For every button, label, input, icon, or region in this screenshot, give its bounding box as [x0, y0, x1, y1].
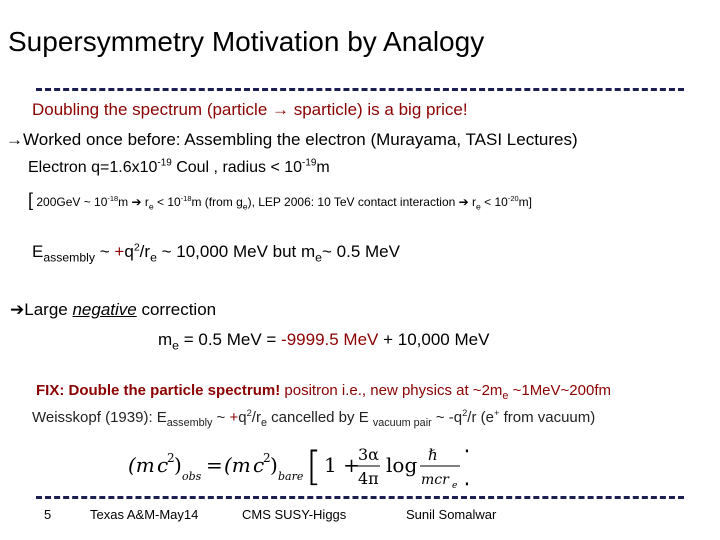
mass-balance-equation: me = 0.5 MeV = -9999.5 MeV + 10,000 MeV: [158, 330, 490, 353]
svg-text:(m: (m: [128, 453, 155, 477]
svg-text:2: 2: [167, 451, 175, 465]
footer-group: CMS SUSY-Higgs: [242, 507, 347, 522]
svg-text:): ): [174, 453, 182, 477]
footer-author: Sunil Somalwar: [406, 507, 497, 522]
svg-text:bare: bare: [278, 470, 304, 483]
arrow-right-icon: ➔: [10, 300, 25, 319]
fix-statement: FIX: Double the particle spectrum! posit…: [36, 382, 611, 402]
radius-bounds-line: [ 200GeV ~ 10-18m ➔ re < 10-18m (from ge…: [28, 190, 532, 212]
svg-text:): ): [270, 453, 278, 477]
svg-text:ℏ: ℏ: [428, 446, 438, 464]
negative-correction-line: ➔Large negative correction: [10, 300, 217, 319]
worked-before-line: →Worked once before: Assembling the elec…: [6, 130, 578, 149]
svg-text:[: [: [306, 444, 322, 490]
top-divider: [36, 88, 684, 91]
mass-correction-formula: (m c 2 ) obs = (m c 2 ) bare [ 1 + 3α 4π…: [128, 444, 468, 491]
svg-text:3α: 3α: [358, 445, 379, 464]
svg-text:e: e: [452, 481, 457, 491]
electron-charge-radius: Electron q=1.6x10-19 Coul , radius < 10-…: [28, 157, 330, 176]
svg-text:1 +: 1 +: [324, 453, 360, 477]
svg-text:2: 2: [263, 451, 271, 465]
bottom-divider: [36, 496, 684, 499]
svg-text:c: c: [157, 453, 168, 477]
svg-text:obs: obs: [182, 470, 202, 483]
assembly-energy-line: Eassembly ~ +q2/re ~ 10,000 MeV but me~ …: [32, 241, 400, 265]
svg-text:]: ]: [462, 444, 468, 490]
page-number: 5: [44, 507, 52, 522]
svg-text:log: log: [386, 453, 417, 477]
footer-venue: Texas A&M-May14: [90, 507, 199, 522]
svg-text:c: c: [253, 453, 264, 477]
svg-text:(m: (m: [224, 453, 251, 477]
price-statement: Doubling the spectrum (particle → sparti…: [32, 100, 468, 119]
svg-text:=: =: [206, 453, 223, 477]
slide-title: Supersymmetry Motivation by Analogy: [8, 26, 485, 57]
svg-text:4π: 4π: [358, 469, 379, 488]
weisskopf-line: Weisskopf (1939): Eassembly ~ +q2/re can…: [32, 408, 596, 429]
svg-text:mcr: mcr: [421, 472, 450, 488]
